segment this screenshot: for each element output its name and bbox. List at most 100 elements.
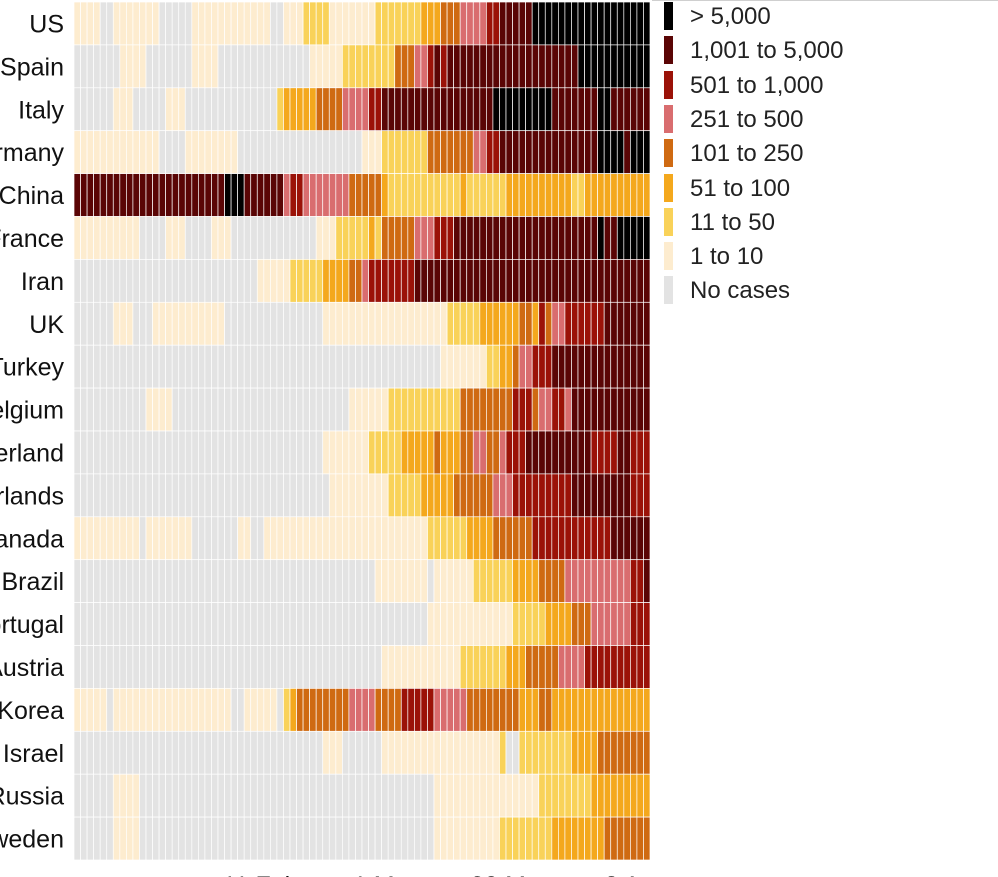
heatmap-cell bbox=[544, 44, 553, 89]
heatmap-cell bbox=[139, 773, 147, 818]
heatmap-cell bbox=[603, 816, 612, 861]
heatmap-cell bbox=[466, 602, 474, 646]
heatmap-cell bbox=[224, 559, 232, 603]
heatmap-cell bbox=[256, 44, 265, 89]
heatmap-cell bbox=[289, 688, 297, 732]
heatmap-cell bbox=[315, 87, 324, 132]
heatmap-cell bbox=[106, 430, 114, 475]
heatmap-cell bbox=[433, 559, 441, 603]
heatmap-cell bbox=[453, 516, 461, 561]
heatmap-cell bbox=[433, 516, 441, 561]
heatmap-cell bbox=[427, 44, 435, 89]
heatmap-cell bbox=[420, 216, 428, 260]
heatmap-cell bbox=[237, 87, 245, 132]
heatmap-cell bbox=[603, 516, 612, 561]
heatmap-cell bbox=[518, 1, 526, 46]
heatmap-cell bbox=[643, 516, 651, 561]
top-rule bbox=[652, 0, 998, 1]
heatmap-cell bbox=[518, 87, 526, 132]
heatmap-cell bbox=[283, 473, 291, 518]
heatmap-cell bbox=[420, 773, 428, 818]
heatmap-cell bbox=[630, 516, 638, 561]
heatmap-cell bbox=[335, 259, 343, 303]
heatmap-cell bbox=[538, 688, 546, 732]
heatmap-cell bbox=[492, 602, 500, 646]
heatmap-cell bbox=[466, 773, 474, 818]
heatmap-cell bbox=[584, 259, 592, 303]
heatmap-cell bbox=[355, 87, 363, 132]
heatmap-cell bbox=[616, 816, 625, 861]
heatmap-cell bbox=[342, 773, 350, 818]
heatmap-cell bbox=[479, 602, 487, 646]
heatmap-cell bbox=[492, 559, 500, 603]
heatmap-cell bbox=[630, 688, 638, 732]
heatmap-cell bbox=[479, 430, 487, 475]
legend-item: 1 to 10 bbox=[664, 242, 994, 276]
heatmap-cell bbox=[525, 688, 533, 732]
heatmap-cell bbox=[499, 173, 507, 217]
heatmap-cell bbox=[643, 559, 651, 603]
heatmap-cell bbox=[492, 130, 500, 174]
heatmap-cell bbox=[119, 387, 127, 432]
heatmap-cell bbox=[433, 430, 441, 475]
heatmap-cell bbox=[584, 87, 592, 132]
heatmap-cell bbox=[152, 387, 160, 432]
heatmap-cell bbox=[296, 387, 304, 432]
heatmap-cell bbox=[584, 559, 592, 603]
heatmap-cell bbox=[414, 216, 422, 260]
heatmap-cell bbox=[191, 387, 199, 432]
heatmap-cell bbox=[472, 645, 481, 689]
heatmap-cell bbox=[499, 773, 507, 818]
heatmap-cell bbox=[440, 430, 448, 475]
heatmap-cell bbox=[355, 688, 363, 732]
heatmap-cell bbox=[400, 173, 409, 217]
heatmap-cell bbox=[499, 301, 507, 346]
heatmap-cell bbox=[256, 259, 265, 303]
heatmap-cell bbox=[184, 44, 193, 89]
heatmap-cell bbox=[577, 387, 585, 432]
heatmap-cell bbox=[538, 645, 546, 689]
heatmap-cell bbox=[368, 602, 376, 646]
heatmap-cell bbox=[342, 730, 350, 775]
heatmap-cell bbox=[355, 602, 363, 646]
heatmap-cell bbox=[355, 816, 363, 861]
heatmap-cell bbox=[538, 301, 546, 346]
heatmap-cell bbox=[211, 1, 219, 46]
heatmap-cell bbox=[112, 87, 121, 132]
heatmap-cell bbox=[505, 301, 513, 346]
heatmap-cell bbox=[119, 473, 127, 518]
heatmap-cell bbox=[348, 559, 356, 603]
heatmap-cell bbox=[394, 602, 402, 646]
heatmap-cell bbox=[459, 216, 468, 260]
heatmap-cell bbox=[636, 430, 644, 475]
heatmap-cell bbox=[106, 1, 114, 46]
heatmap-cell bbox=[525, 516, 533, 561]
heatmap-cell bbox=[99, 688, 108, 732]
heatmap-cell bbox=[171, 259, 180, 303]
heatmap-cell bbox=[505, 816, 513, 861]
heatmap-cell bbox=[544, 816, 553, 861]
heatmap-cell bbox=[296, 559, 304, 603]
heatmap-cell bbox=[623, 130, 631, 174]
heatmap-cell bbox=[263, 301, 271, 346]
heatmap-cell bbox=[466, 559, 474, 603]
heatmap-cell bbox=[250, 44, 258, 89]
heatmap-cell bbox=[126, 173, 134, 217]
heatmap-cell bbox=[361, 773, 369, 818]
heatmap-cell bbox=[256, 173, 265, 217]
heatmap-cell bbox=[132, 87, 140, 132]
heatmap-cell bbox=[518, 430, 526, 475]
legend-swatch bbox=[664, 207, 673, 236]
heatmap-cell bbox=[492, 173, 500, 217]
heatmap-cell bbox=[361, 430, 369, 475]
heatmap-cell bbox=[270, 259, 278, 303]
legend-item: 1,001 to 5,000 bbox=[664, 36, 994, 70]
heatmap-cell bbox=[250, 430, 258, 475]
heatmap-cell bbox=[152, 130, 160, 174]
heatmap-cell bbox=[296, 430, 304, 475]
heatmap-cell bbox=[400, 430, 409, 475]
heatmap-cell bbox=[400, 1, 409, 46]
heatmap-cell bbox=[603, 430, 612, 475]
heatmap-cell bbox=[93, 816, 101, 861]
heatmap-cell bbox=[414, 473, 422, 518]
